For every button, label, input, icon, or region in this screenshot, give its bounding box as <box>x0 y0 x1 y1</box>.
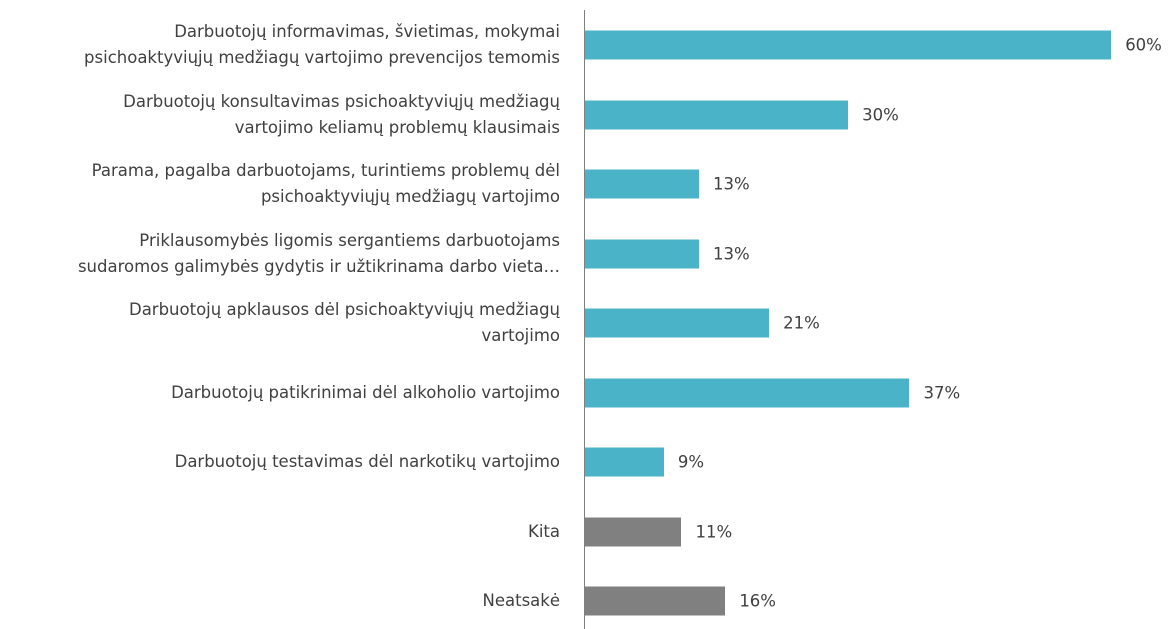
value-label: 21% <box>783 313 820 333</box>
axis-line <box>584 10 585 629</box>
category-label: Parama, pagalba darbuotojams, turintiems… <box>91 161 560 206</box>
value-label: 30% <box>862 105 899 124</box>
bar <box>585 169 699 199</box>
bar <box>585 586 726 616</box>
value-label: 16% <box>739 591 776 611</box>
bar <box>585 100 849 129</box>
value-label: 11% <box>695 522 733 541</box>
bar <box>585 447 664 477</box>
category-label: Neatsakė <box>482 591 561 610</box>
category-label: Darbuotojų apklausos dėl psichoaktyviųjų… <box>128 300 560 345</box>
value-label: 37% <box>923 383 961 402</box>
category-label: Kita <box>528 521 560 541</box>
category-label: Darbuotojų testavimas dėl narkotikų vart… <box>174 452 560 471</box>
bar <box>585 30 1112 60</box>
category-label: Darbuotojų patikrinimai dėl alkoholio va… <box>171 382 560 402</box>
value-label: 13% <box>713 174 750 194</box>
value-label: 60% <box>1125 35 1162 55</box>
category-label: Darbuotojų konsultavimas psichoaktyviųjų… <box>123 91 560 137</box>
bar <box>585 308 770 338</box>
value-label: 9% <box>677 452 705 472</box>
bar <box>585 517 682 546</box>
category-label: Darbuotojų informavimas, švietimas, moky… <box>84 22 560 67</box>
value-label: 13% <box>713 244 750 263</box>
bar <box>585 239 699 268</box>
bar <box>585 378 910 407</box>
category-label: Priklausomybės ligomis sergantiems darbu… <box>77 230 560 276</box>
